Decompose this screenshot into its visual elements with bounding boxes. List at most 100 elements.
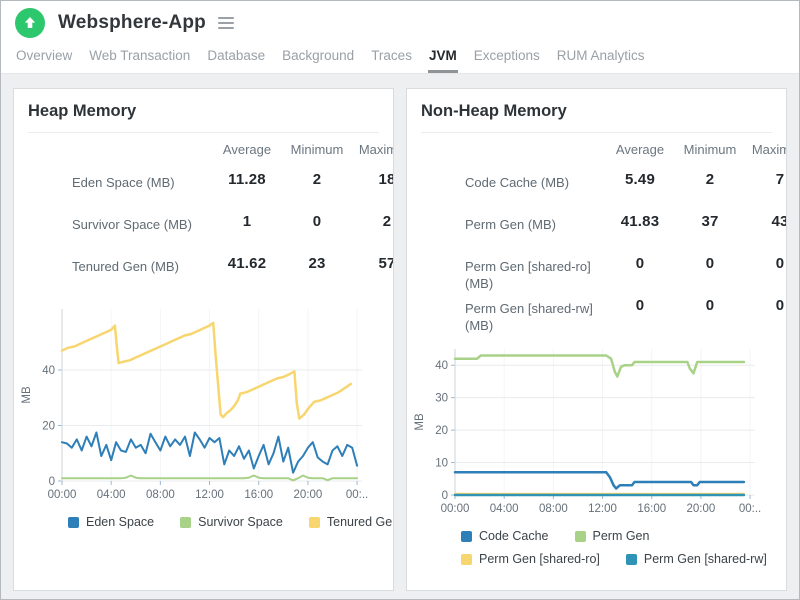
tab-traces[interactable]: Traces xyxy=(371,48,412,63)
svg-text:00:00: 00:00 xyxy=(441,503,470,515)
legend-swatch-icon xyxy=(308,516,320,528)
svg-text:20:00: 20:00 xyxy=(294,489,323,501)
page-title: Websphere-App xyxy=(58,12,206,33)
svg-text:04:00: 04:00 xyxy=(490,503,519,515)
column-minimum: Minimum xyxy=(290,142,344,157)
non-heap-memory-chart: 0 10 20 30 40 00:00 04:00 08:00 12:00 16:00 20:00 0… xyxy=(411,343,786,528)
table-row: Code Cache (MB) 5.49 2 7 xyxy=(407,171,786,213)
table-row: Perm Gen [shared-ro] (MB) 0 0 0 xyxy=(407,255,786,297)
legend-item[interactable]: Perm Gen xyxy=(574,529,650,543)
non-heap-memory-panel: Non-Heap Memory Average Minimum Maximum … xyxy=(406,88,787,591)
heap-memory-chart: 0 20 40 00:00 04:00 08:00 12:00 16:00 20:00 00:..… xyxy=(18,301,393,514)
svg-text:MB: MB xyxy=(414,413,426,431)
svg-text:12:00: 12:00 xyxy=(195,489,224,501)
min-value: 23 xyxy=(308,255,326,272)
legend-item[interactable]: Survivor Space xyxy=(180,515,283,529)
min-value: 2 xyxy=(705,171,715,188)
avg-value: 41.83 xyxy=(620,213,660,230)
divider xyxy=(28,132,379,133)
non-heap-stats-table: Average Minimum Maximum Code Cache (MB) … xyxy=(407,142,787,339)
column-maximum: Maximum xyxy=(751,142,786,157)
max-value: 57 xyxy=(378,255,394,272)
svg-text:08:00: 08:00 xyxy=(146,489,175,501)
min-value: 2 xyxy=(312,171,322,188)
up-arrow-icon xyxy=(24,17,36,28)
legend-item[interactable]: Perm Gen [shared-ro] xyxy=(461,552,600,566)
table-header-row: Average Minimum Maximum xyxy=(14,142,393,171)
table-row: Tenured Gen (MB) 41.62 23 57 xyxy=(14,255,394,297)
min-value: 0 xyxy=(705,255,715,272)
legend-label: Eden Space xyxy=(86,515,155,529)
tab-web-transaction[interactable]: Web Transaction xyxy=(89,48,191,63)
tab-background[interactable]: Background xyxy=(282,48,355,63)
heap-chart-legend: Eden Space Survivor Space Tenured Gen xyxy=(14,515,393,529)
avg-value: 41.62 xyxy=(227,255,267,272)
svg-text:40: 40 xyxy=(435,360,448,372)
tab-jvm[interactable]: JVM xyxy=(427,45,458,73)
avg-value: 0 xyxy=(635,297,645,314)
svg-text:12:00: 12:00 xyxy=(588,503,617,515)
app-header: Websphere-App xyxy=(1,1,799,45)
row-label: Perm Gen (MB) xyxy=(465,217,557,232)
table-header-row: Average Minimum Maximum xyxy=(407,142,786,171)
svg-text:04:00: 04:00 xyxy=(97,489,126,501)
avg-value: 0 xyxy=(635,255,645,272)
tab-exceptions[interactable]: Exceptions xyxy=(473,48,540,63)
legend-label: Perm Gen [shared-rw] xyxy=(643,552,767,566)
tab-bar: Overview Web Transaction Database Backgr… xyxy=(1,45,799,74)
min-value: 37 xyxy=(701,213,719,230)
divider xyxy=(421,132,772,133)
table-row: Perm Gen (MB) 41.83 37 43 xyxy=(407,213,787,255)
heap-stats-table: Average Minimum Maximum Eden Space (MB) … xyxy=(14,142,394,297)
tab-rum-analytics[interactable]: RUM Analytics xyxy=(556,48,645,63)
max-value: 7 xyxy=(775,171,785,188)
line-chart: 0 20 40 00:00 04:00 08:00 12:00 16:00 20:00 00:..… xyxy=(21,309,368,501)
table-row: Perm Gen [shared-rw] (MB) 0 0 0 xyxy=(407,297,786,339)
menu-icon[interactable] xyxy=(216,14,236,32)
table-row: Eden Space (MB) 11.28 2 18 xyxy=(14,171,393,213)
column-minimum: Minimum xyxy=(683,142,737,157)
max-value: 2 xyxy=(382,213,392,230)
tab-overview[interactable]: Overview xyxy=(16,48,73,63)
avg-value: 11.28 xyxy=(228,171,266,188)
legend-label: Code Cache xyxy=(479,529,549,543)
row-label: Eden Space (MB) xyxy=(72,175,175,190)
legend-item[interactable]: Code Cache xyxy=(461,529,549,543)
app-status-icon xyxy=(15,8,45,38)
heap-memory-panel: Heap Memory Average Minimum Maximum Eden… xyxy=(13,88,394,591)
heap-panel-title: Heap Memory xyxy=(28,102,137,120)
svg-text:00:..: 00:.. xyxy=(346,489,368,501)
svg-text:00:..: 00:.. xyxy=(739,503,761,515)
max-value: 0 xyxy=(775,297,785,314)
legend-swatch-icon xyxy=(68,516,79,528)
legend-label: Perm Gen xyxy=(592,529,650,543)
tab-database[interactable]: Database xyxy=(207,48,266,63)
svg-text:40: 40 xyxy=(42,365,55,377)
legend-swatch-icon xyxy=(461,530,472,542)
row-label: Tenured Gen (MB) xyxy=(72,259,179,274)
avg-value: 1 xyxy=(242,213,252,230)
svg-text:00:00: 00:00 xyxy=(48,489,77,501)
svg-text:20: 20 xyxy=(435,425,448,437)
non-heap-panel-title: Non-Heap Memory xyxy=(421,102,567,120)
svg-text:08:00: 08:00 xyxy=(539,503,568,515)
legend-item[interactable]: Eden Space xyxy=(68,515,154,529)
svg-text:16:00: 16:00 xyxy=(244,489,273,501)
legend-item[interactable]: Perm Gen [shared-rw] xyxy=(625,552,767,566)
max-value: 0 xyxy=(775,255,785,272)
svg-text:30: 30 xyxy=(435,393,448,405)
legend-label: Survivor Space xyxy=(198,515,283,529)
legend-swatch-icon xyxy=(180,516,192,528)
svg-text:MB: MB xyxy=(21,386,33,404)
max-value: 43 xyxy=(771,213,787,230)
row-label: Code Cache (MB) xyxy=(465,175,570,190)
legend-label: Tenured Gen xyxy=(326,515,394,529)
legend-swatch-icon xyxy=(461,553,472,565)
svg-text:0: 0 xyxy=(442,490,448,502)
dashboard-body: Heap Memory Average Minimum Maximum Eden… xyxy=(1,74,799,591)
row-label: Survivor Space (MB) xyxy=(72,217,192,232)
legend-row: Code Cache Perm Gen xyxy=(461,529,786,543)
legend-item[interactable]: Tenured Gen xyxy=(308,515,394,529)
legend-swatch-icon xyxy=(625,553,637,565)
